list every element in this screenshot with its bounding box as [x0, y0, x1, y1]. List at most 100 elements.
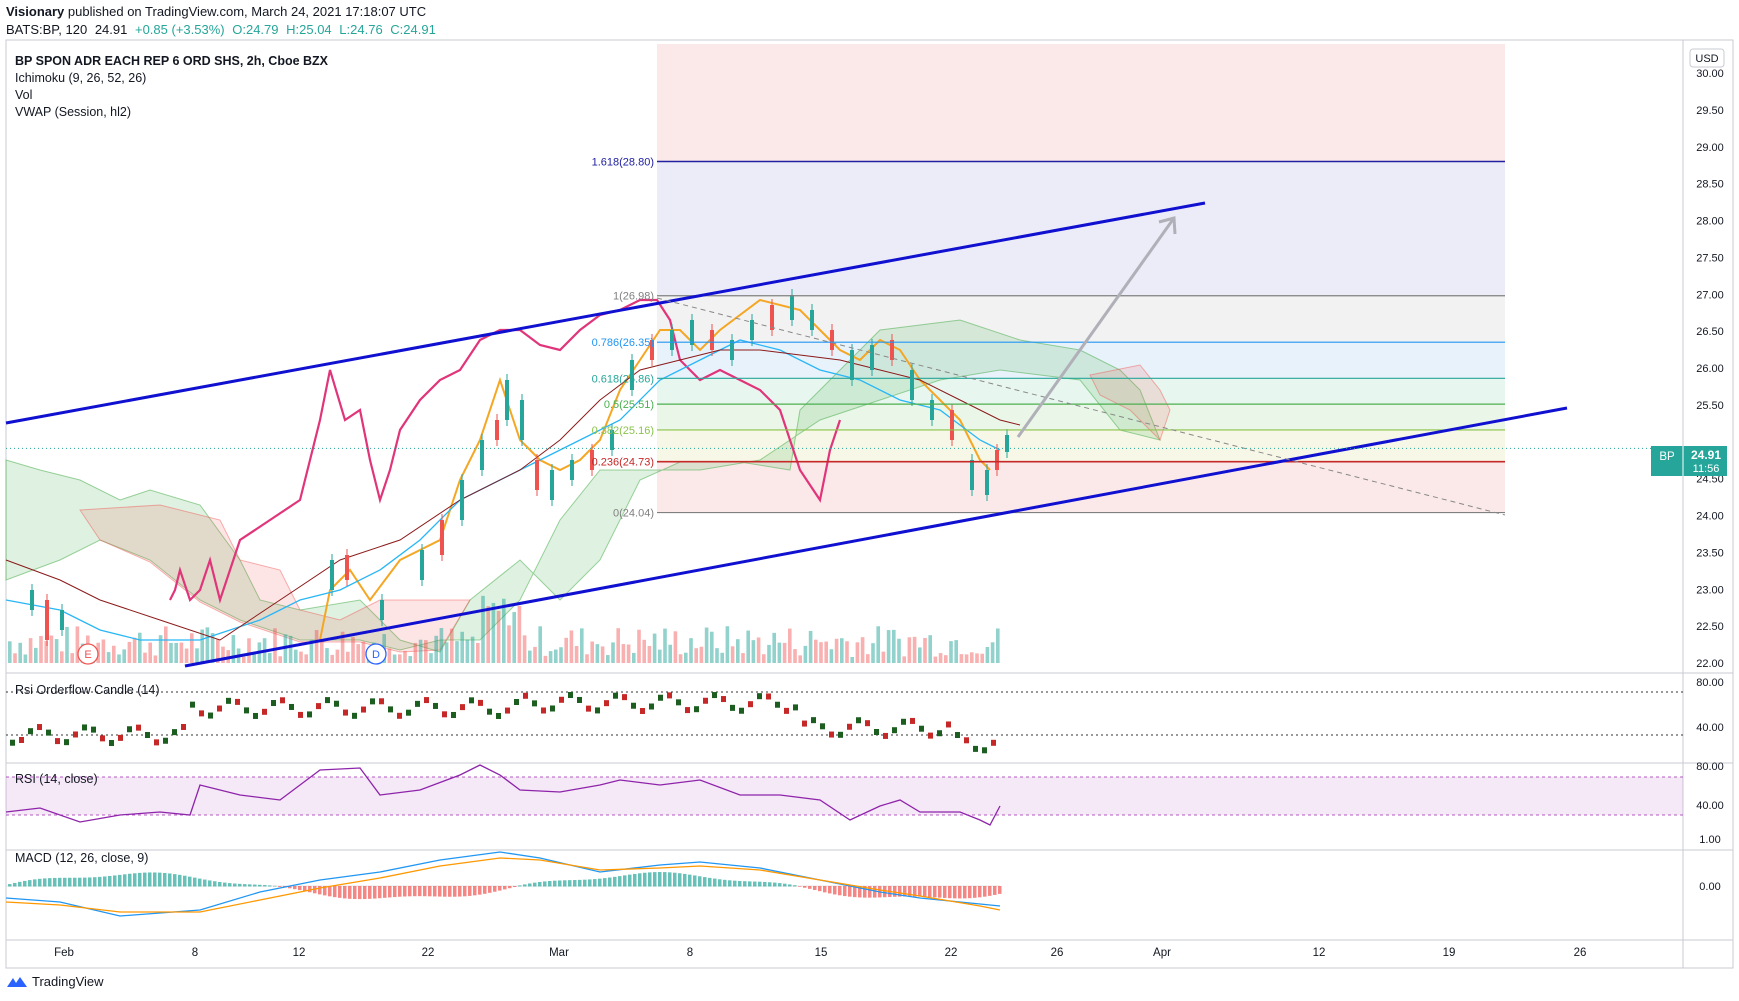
orderflow-candle	[649, 703, 654, 710]
macd-histogram-bar	[158, 872, 162, 887]
orderflow-candle	[883, 732, 888, 739]
macd-histogram-bar	[403, 886, 407, 897]
volume-bar	[959, 654, 964, 663]
orderflow-candle	[415, 700, 420, 707]
volume-bar	[18, 642, 22, 663]
macd-histogram-bar	[438, 886, 442, 897]
currency-button[interactable]	[1689, 48, 1725, 68]
volume-bar	[585, 654, 589, 663]
volume-bar	[756, 637, 761, 663]
orderflow-candle	[496, 712, 501, 719]
volume-bar	[268, 652, 272, 663]
volume-bar	[923, 637, 927, 663]
orderflow-candle	[379, 698, 384, 705]
volume-bar	[221, 646, 225, 663]
pane-title-rsi-orderflow[interactable]: Rsi Orderflow Candle (14)	[15, 683, 160, 697]
macd-histogram-bar	[533, 882, 537, 887]
orderflow-candle	[181, 724, 186, 731]
volume-bar	[897, 638, 901, 663]
macd-histogram-bar	[943, 886, 947, 898]
candle-body	[870, 345, 874, 370]
volume-bar	[715, 648, 719, 663]
orderflow-candle	[892, 727, 897, 734]
volume-bar	[470, 636, 475, 663]
macd-histogram-bar	[668, 872, 672, 887]
rsi-orderflow-tick: 80.00	[1696, 677, 1724, 689]
volume-bar	[595, 644, 600, 663]
legend-vol[interactable]: Vol	[15, 88, 32, 102]
macd-histogram-bar	[643, 872, 647, 887]
orderflow-candle	[559, 696, 564, 703]
legend-ichimoku[interactable]: Ichimoku (9, 26, 52, 26)	[15, 71, 146, 85]
volume-bar	[600, 646, 605, 663]
macd-histogram-bar	[108, 875, 112, 887]
macd-histogram-bar	[43, 878, 47, 887]
volume-bar	[944, 655, 948, 663]
price-tick-label: 27.00	[1696, 289, 1724, 301]
orderflow-candle	[973, 745, 978, 752]
volume-bar	[158, 635, 163, 663]
orderflow-candle	[487, 708, 492, 715]
volume-bar	[122, 649, 126, 663]
macd-histogram-bar	[203, 879, 207, 887]
pane-title-macd[interactable]: MACD (12, 26, close, 9)	[15, 851, 148, 865]
macd-histogram-bar	[933, 886, 937, 898]
macd-histogram-bar	[928, 886, 932, 898]
orderflow-candle	[811, 717, 816, 724]
macd-histogram-bar	[423, 886, 427, 897]
volume-bar	[138, 632, 142, 663]
macd-histogram-bar	[518, 885, 522, 887]
volume-bar	[231, 635, 236, 663]
macd-histogram-bar	[513, 886, 517, 888]
macd-histogram-bar	[243, 884, 247, 887]
orderflow-candle	[46, 729, 51, 736]
orderflow-candle	[82, 724, 87, 731]
volume-bar	[762, 654, 766, 663]
volume-bar	[912, 636, 917, 663]
cloud-red	[1089, 364, 1171, 441]
time-tick-label: 15	[815, 947, 828, 959]
legend-vwap[interactable]: VWAP (Session, hl2)	[15, 105, 131, 119]
macd-histogram-bar	[163, 872, 167, 887]
orderflow-candle	[19, 736, 24, 743]
fib-level-label: 0.382(25.16)	[592, 425, 654, 437]
macd-histogram-bar	[328, 886, 332, 897]
macd-histogram-bar	[488, 886, 492, 893]
fib-level-label: 0.5(25.51)	[604, 399, 654, 411]
orderflow-candle	[622, 694, 627, 701]
pane-title-rsi[interactable]: RSI (14, close)	[15, 772, 98, 786]
volume-bar	[980, 653, 984, 663]
volume-bar	[907, 637, 912, 663]
orderflow-candle	[325, 697, 330, 704]
price-tick-label: 22.50	[1696, 621, 1724, 633]
macd-histogram-bar	[73, 877, 77, 887]
price-tick-label: 28.50	[1696, 179, 1724, 191]
macd-histogram-bar	[778, 883, 782, 887]
price-tick-label: 24.00	[1696, 511, 1724, 523]
volume-bar	[148, 642, 152, 663]
fib-levels[interactable]: 1.618(28.80) 1(26.98) 0.786(26.35) 0.618(25…	[592, 157, 1505, 520]
volume-bar	[450, 628, 454, 663]
macd-histogram-bar	[703, 877, 707, 887]
macd-histogram-bar	[88, 877, 92, 887]
volume-bar	[746, 630, 750, 663]
orderflow-candle	[154, 739, 159, 746]
macd-histogram-bar	[473, 886, 477, 896]
volume-bar	[663, 628, 667, 663]
volume-bar	[886, 630, 891, 663]
macd-histogram-bar	[618, 876, 622, 887]
volume-bar	[330, 654, 334, 663]
macd-histogram-bar	[718, 879, 722, 887]
volume-bar	[918, 647, 922, 663]
orderflow-candle	[37, 724, 42, 731]
volume-bar	[694, 648, 698, 663]
macd-histogram-bar	[458, 886, 462, 897]
macd-histogram-bar	[948, 886, 952, 899]
macd-histogram-bar	[708, 877, 712, 887]
footer-brand[interactable]: TradingView	[6, 974, 104, 989]
time-tick-label: 12	[1313, 947, 1326, 959]
volume-bar	[398, 654, 402, 663]
macd-histogram-bar	[998, 886, 1002, 894]
